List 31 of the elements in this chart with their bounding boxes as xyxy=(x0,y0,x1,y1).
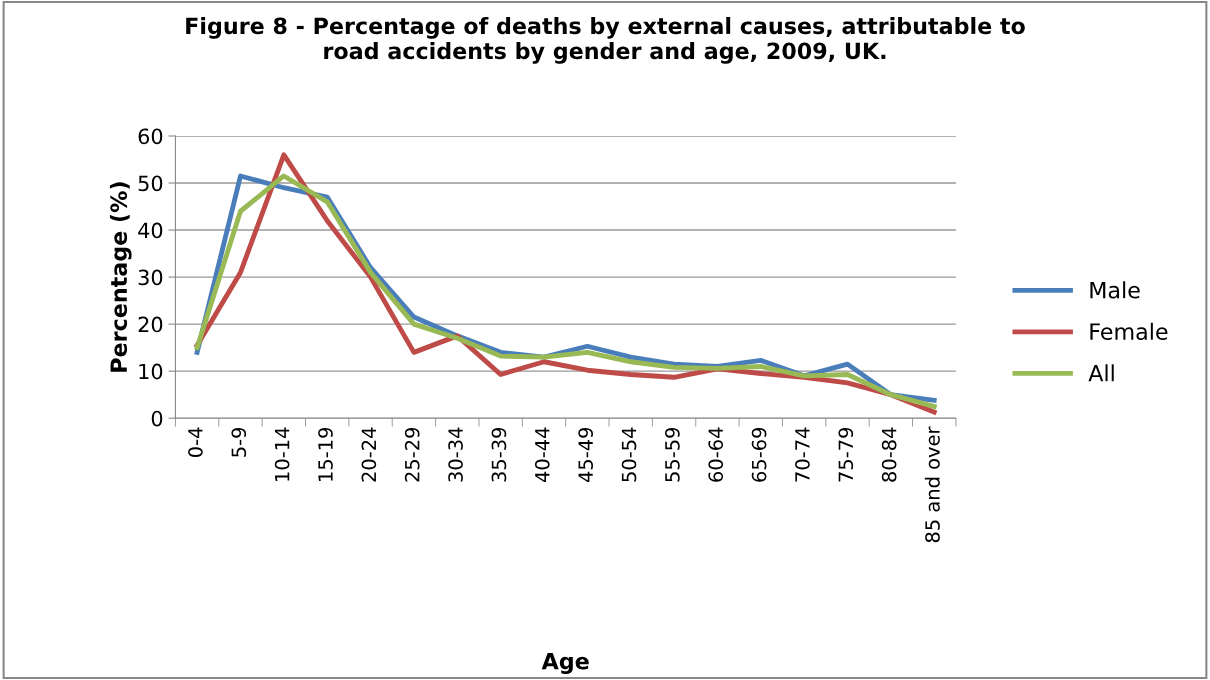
x-tick-label: 45-49 xyxy=(578,427,593,483)
y-tick-label: 0 xyxy=(151,410,163,427)
y-tick-label: 40 xyxy=(138,222,163,239)
x-axis-title: Age xyxy=(541,652,589,674)
chart-title: Figure 8 - Percentage of deaths by external causes, attributable to road accidents by gender and age, 2009, UK. xyxy=(186,17,1025,64)
x-tick-label: 60-64 xyxy=(708,427,724,482)
x-tick-label: 20-24 xyxy=(361,427,377,482)
y-tick-label: 60 xyxy=(138,128,163,145)
x-tick-label: 30-34 xyxy=(448,427,463,482)
x-tick-label: 65-69 xyxy=(751,427,767,482)
x-tick-label: 75-79 xyxy=(838,427,854,482)
y-tick-label: 50 xyxy=(138,175,163,192)
x-tick-label: 10-14 xyxy=(274,427,290,481)
x-tick-label: 35-39 xyxy=(491,427,507,482)
x-tick-label: 80-84 xyxy=(881,427,897,482)
x-tick-label: 50-54 xyxy=(621,427,637,482)
y-tick-label: 10 xyxy=(139,363,163,380)
x-tick-label: 25-29 xyxy=(404,427,420,482)
legend-label: All xyxy=(1088,364,1114,382)
y-tick-label: 30 xyxy=(138,269,163,286)
x-tick-label: 40-44 xyxy=(534,427,550,483)
y-axis-title: Percentage (%) xyxy=(109,182,132,372)
x-tick-label: 5-9 xyxy=(231,427,247,457)
x-tick-label: 85 and over xyxy=(924,426,940,543)
x-tick-label: 70-74 xyxy=(795,427,810,482)
x-tick-label: 15-19 xyxy=(318,427,333,481)
x-tick-label: 0-4 xyxy=(188,427,203,458)
y-tick-label: 20 xyxy=(138,316,163,333)
legend-label: Male xyxy=(1090,281,1140,299)
legend-label: Female xyxy=(1090,322,1168,340)
x-tick-label: 55-59 xyxy=(665,427,680,482)
